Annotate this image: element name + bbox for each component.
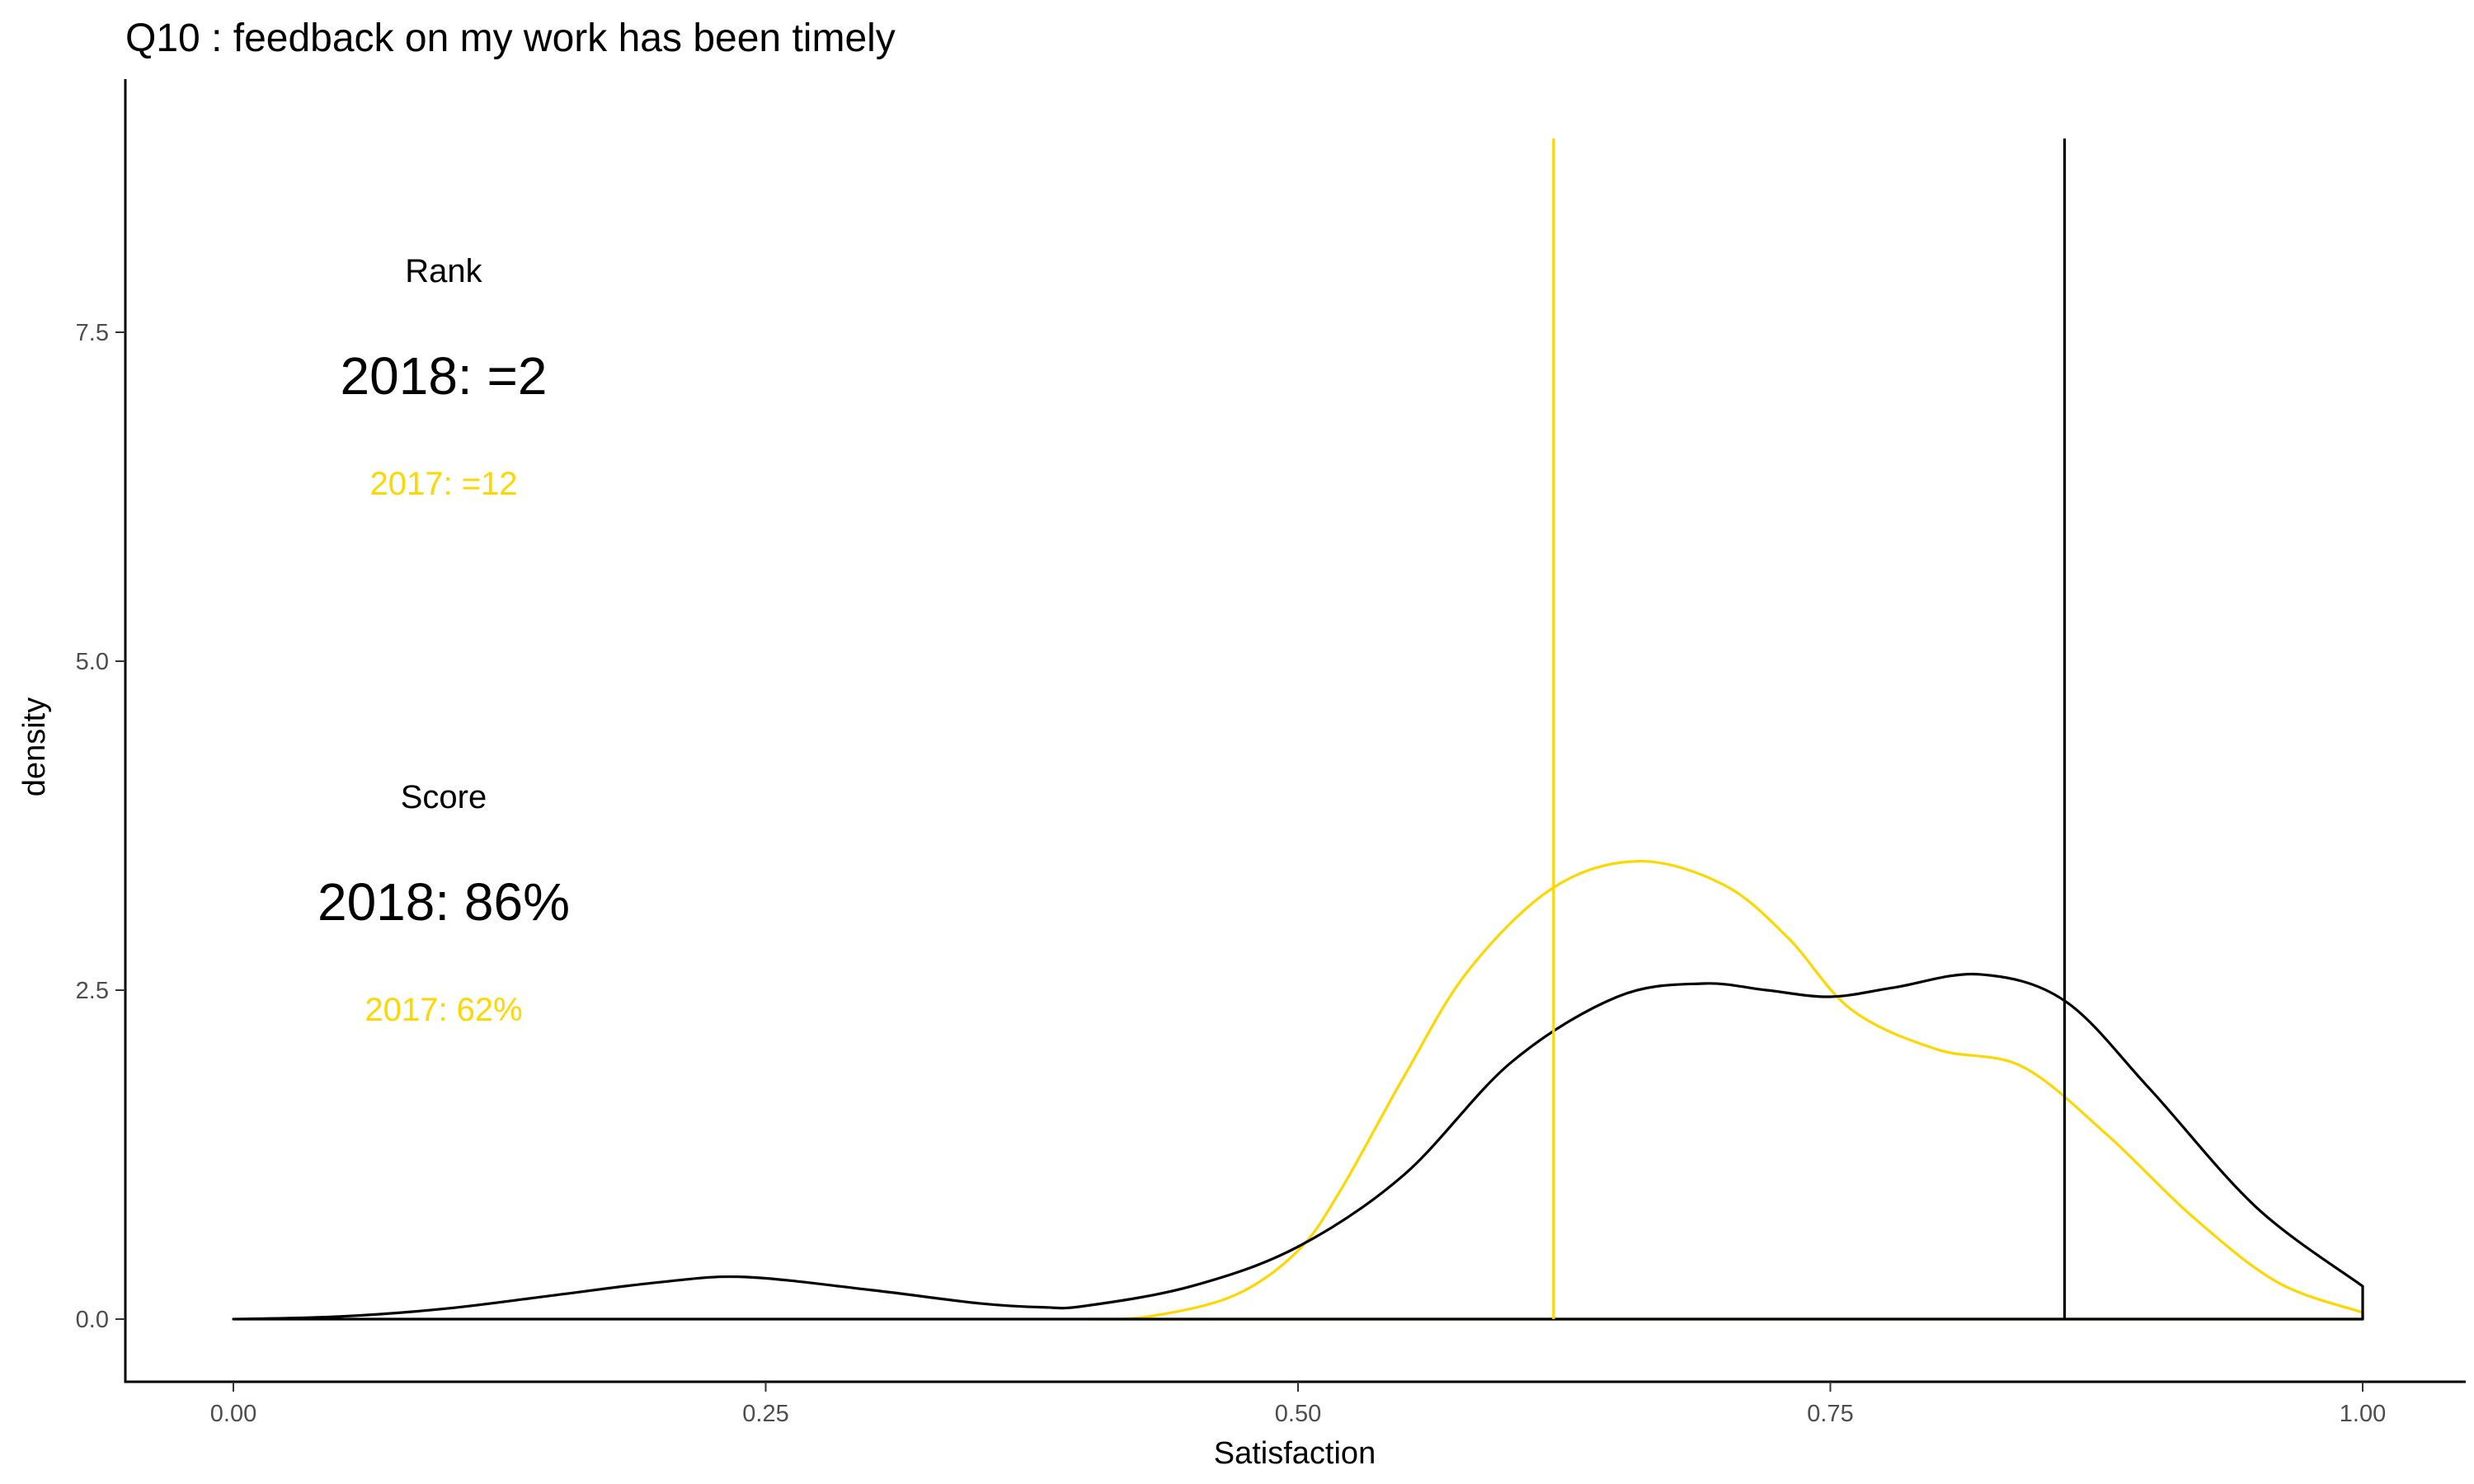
x-tick-label: 0.25 (742, 1401, 788, 1427)
y-tick-label: 7.5 (76, 320, 109, 346)
score-heading: Score (401, 779, 487, 815)
x-axis-title: Satisfaction (1214, 1436, 1376, 1471)
score-2017: 2017: 62% (365, 992, 522, 1028)
rank-2017: 2017: =12 (369, 466, 517, 502)
y-axis-title: density (17, 697, 52, 796)
reference-lines (1552, 139, 2067, 1319)
y-tick-label: 0.0 (76, 1307, 109, 1333)
y-tick-label: 5.0 (76, 649, 109, 675)
density-curve-2017 (1084, 859, 2364, 1321)
rank-2018: 2018: =2 (341, 346, 548, 406)
chart-title: Q10 : feedback on my work has been timel… (125, 16, 896, 60)
axes (124, 79, 2466, 1383)
rank-heading: Rank (405, 253, 482, 289)
x-tick-label: 0.50 (1275, 1401, 1321, 1427)
x-tick-label: 0.00 (210, 1401, 256, 1427)
x-tick-label: 1.00 (2340, 1401, 2386, 1427)
series-layer (232, 859, 2364, 1321)
y-ticks: 0.0 2.5 5.0 7.5 (76, 320, 125, 1333)
y-tick-label: 2.5 (76, 978, 109, 1004)
annotations: Rank 2018: =2 2017: =12 Score 2018: 86% … (317, 253, 570, 1028)
density-curve-2018 (232, 972, 2364, 1321)
x-ticks: 0.00 0.25 0.50 0.75 1.00 (210, 1382, 2386, 1427)
x-tick-label: 0.75 (1807, 1401, 1853, 1427)
score-2018: 2018: 86% (317, 872, 570, 932)
